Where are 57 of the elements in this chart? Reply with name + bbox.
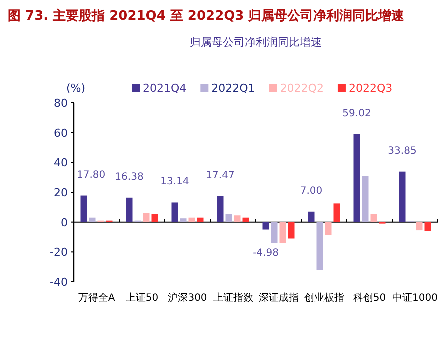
bar — [89, 218, 96, 222]
bar — [362, 176, 369, 222]
data-label: 33.85 — [388, 146, 417, 157]
bar — [288, 222, 295, 239]
y-tick-label: -40 — [50, 276, 68, 289]
bar — [280, 222, 286, 244]
y-tick-label: 80 — [54, 97, 68, 110]
bar — [180, 218, 187, 222]
bar — [370, 214, 378, 222]
x-tick-label: 沪深300 — [168, 292, 208, 304]
bar — [399, 172, 406, 222]
bar — [188, 218, 196, 222]
y-tick-label: 0 — [61, 216, 68, 230]
y-tick-label: 40 — [54, 156, 68, 170]
bar — [424, 222, 432, 232]
y-axis-title: (%) — [66, 82, 86, 95]
x-tick-label: 创业板指 — [304, 292, 344, 304]
bar — [172, 202, 178, 222]
bar — [308, 212, 315, 222]
data-label: 13.14 — [160, 176, 190, 188]
bar — [262, 222, 270, 230]
legend-label: 2021Q4 — [143, 82, 187, 95]
x-tick-label: 上证指数 — [213, 292, 254, 304]
y-tick-label: 60 — [54, 126, 68, 140]
bar — [325, 222, 332, 236]
bar — [271, 222, 278, 244]
bar — [126, 198, 133, 222]
bar — [80, 196, 88, 222]
bar — [226, 214, 232, 222]
bar — [242, 218, 250, 222]
x-tick-label: 科创50 — [353, 292, 386, 304]
x-tick-label: 中证1000 — [392, 292, 438, 304]
y-tick-label: -20 — [50, 246, 68, 260]
bar — [217, 196, 224, 222]
data-label: 16.38 — [115, 172, 144, 183]
y-tick-label: 20 — [54, 186, 68, 200]
bar — [143, 213, 150, 222]
data-label: 7.00 — [300, 186, 323, 197]
bar — [316, 222, 324, 270]
bar — [416, 222, 423, 231]
legend-label: 2022Q3 — [348, 82, 393, 95]
data-label: 17.80 — [77, 170, 106, 181]
bar — [334, 204, 340, 222]
legend-label: 2022Q2 — [280, 82, 324, 95]
legend-label: 2022Q1 — [212, 82, 256, 95]
data-label: -4.98 — [253, 248, 279, 259]
bar — [197, 218, 204, 222]
bar — [354, 134, 360, 222]
x-tick-label: 上证50 — [126, 292, 159, 304]
x-tick-label: 万得全A — [78, 292, 116, 304]
data-label: 59.02 — [342, 108, 372, 120]
x-tick-label: 深证成指 — [258, 292, 299, 304]
bar — [234, 216, 241, 222]
data-label: 17.47 — [206, 170, 235, 182]
chart-title: 图 73. 主要股指 2021Q4 至 2022Q3 归属母公司净利润同比增速 — [8, 8, 406, 24]
chart-subtitle: 归属母公司净利润同比增速 — [190, 36, 322, 49]
bar — [152, 214, 158, 222]
